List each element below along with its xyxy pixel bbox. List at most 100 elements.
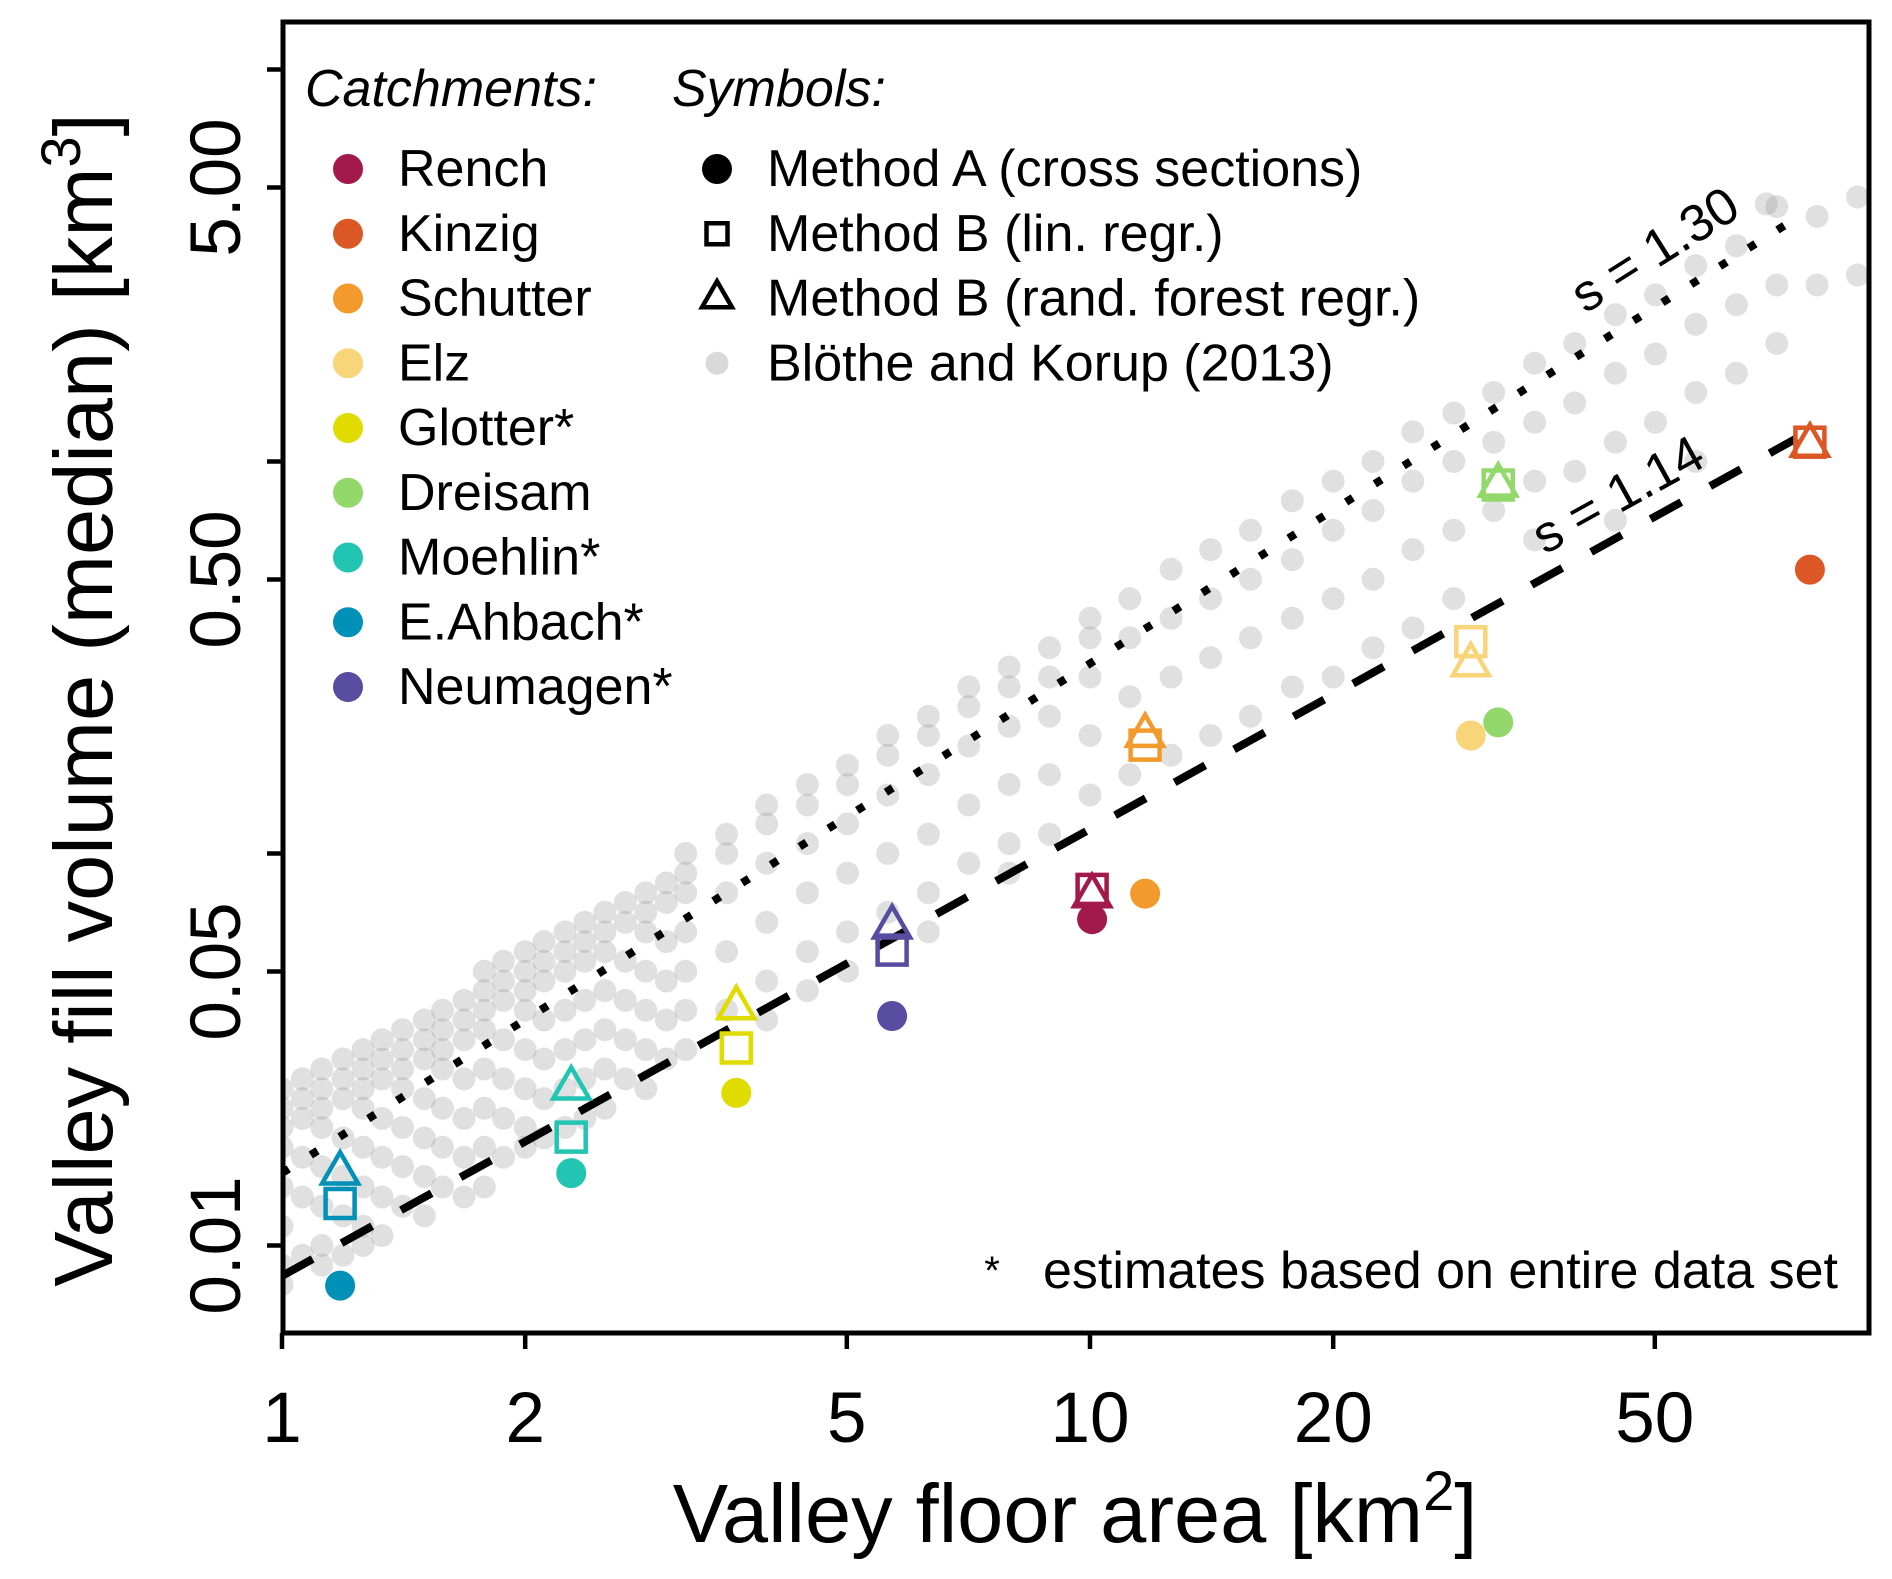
reference-point (310, 1057, 334, 1081)
legend-swatch-icon (333, 218, 363, 249)
reference-point (916, 724, 940, 747)
reference-point (1482, 430, 1506, 454)
reference-point (472, 998, 496, 1022)
reference-point (1280, 548, 1304, 572)
open-square-icon (704, 221, 730, 247)
reference-point (1401, 538, 1425, 562)
y-axis: 0.01 0.05 0.50 5.00 (177, 67, 283, 1315)
legend-label: E.Ahbach* (398, 593, 644, 651)
legend-swatch-icon (333, 283, 363, 314)
method-b-rf-point (1788, 419, 1832, 458)
reference-point (412, 1028, 436, 1052)
reference-point (755, 793, 779, 817)
reference-point (452, 1185, 476, 1209)
reference-point (412, 1165, 436, 1188)
reference-point (310, 1253, 334, 1277)
reference-point (795, 793, 819, 817)
reference-point (836, 861, 859, 885)
reference-point (1239, 704, 1262, 728)
reference-point (1482, 499, 1506, 522)
reference-point (755, 851, 779, 875)
reference-point (674, 861, 698, 885)
reference-point (1361, 450, 1385, 473)
legend-catchments-title: Catchments: (305, 60, 597, 118)
reference-point (1038, 704, 1061, 728)
legend-item-symbol: Method A (cross sections) (702, 140, 1362, 198)
method-b-lin-point (1454, 624, 1488, 659)
reference-point (492, 969, 515, 993)
reference-point (1765, 332, 1789, 355)
method-a-point (556, 1158, 587, 1189)
reference-point (916, 920, 940, 944)
reference-point (351, 1135, 375, 1159)
footnote-text: estimates based on entire data set (1043, 1242, 1838, 1300)
legend-item-symbol: Blöthe and Korup (2013) (705, 334, 1334, 392)
reference-point (431, 1135, 454, 1159)
reference-point (957, 675, 981, 699)
reference-point (452, 1106, 476, 1130)
reference-point (997, 655, 1021, 679)
reference-point (1078, 606, 1102, 630)
reference-point (370, 1224, 394, 1248)
reference-point (1442, 518, 1466, 542)
reference-point (513, 1116, 537, 1139)
method-b-rf-point (1070, 870, 1114, 909)
reference-point (553, 959, 577, 983)
legend-label: Dreisam (398, 464, 592, 522)
y-axis-title-end: ] (37, 113, 130, 136)
reference-point (1765, 195, 1789, 219)
reference-point (1159, 743, 1183, 767)
reference-point (391, 1116, 415, 1139)
reference-point (1846, 185, 1867, 209)
legend-swatch-icon (333, 154, 363, 184)
reference-point (452, 1028, 476, 1052)
reference-point (795, 773, 819, 796)
reference-point (634, 1038, 658, 1062)
reference-point (997, 773, 1021, 796)
reference-point (472, 1135, 496, 1159)
reference-point (957, 793, 981, 817)
reference-point (553, 998, 577, 1022)
reference-point (1603, 361, 1627, 385)
reference-point (916, 822, 940, 846)
reference-point (412, 1087, 436, 1111)
legend-item-catchment: Elz (333, 334, 470, 392)
reference-point (1239, 626, 1262, 650)
reference-point (492, 1145, 515, 1169)
method-a-point (1077, 904, 1108, 935)
reference-point (1199, 538, 1223, 562)
reference-point (674, 881, 698, 905)
reference-point (285, 1215, 294, 1238)
legend-label: Glotter* (398, 399, 574, 457)
legend-item-catchment: Schutter (333, 270, 592, 328)
reference-point (513, 940, 537, 964)
reference-point (1361, 499, 1385, 522)
reference-point (492, 949, 515, 973)
reference-point (391, 1155, 415, 1179)
reference-point (452, 1145, 476, 1169)
reference-point (553, 920, 577, 944)
reference-point (351, 1234, 375, 1257)
reference-point (634, 881, 658, 905)
reference-point (492, 1106, 515, 1130)
reference-point (1078, 626, 1102, 650)
reference-point (1199, 724, 1223, 747)
reference-point (431, 1175, 454, 1199)
reference-point (1280, 489, 1304, 513)
x-tick-label: 5 (827, 1379, 867, 1458)
reference-point (755, 910, 779, 934)
legend-catchments: Rench Kinzig Schutter Elz Glotter* Dreisam Moe… (333, 140, 673, 716)
reference-point (1644, 342, 1667, 366)
reference-point (391, 1057, 415, 1081)
reference-point (513, 998, 537, 1022)
catchment-marker-group (870, 901, 914, 1031)
reference-point (370, 1047, 394, 1071)
catchment-marker-group (1123, 710, 1167, 909)
legend-item-symbol: Method B (lin. regr.) (704, 205, 1224, 263)
reference-point (1724, 361, 1748, 385)
catchment-marker-group (1070, 870, 1114, 935)
reference-point (876, 743, 900, 767)
reference-point (285, 1116, 294, 1139)
reference-point (836, 920, 859, 944)
reference-point (1199, 646, 1223, 670)
